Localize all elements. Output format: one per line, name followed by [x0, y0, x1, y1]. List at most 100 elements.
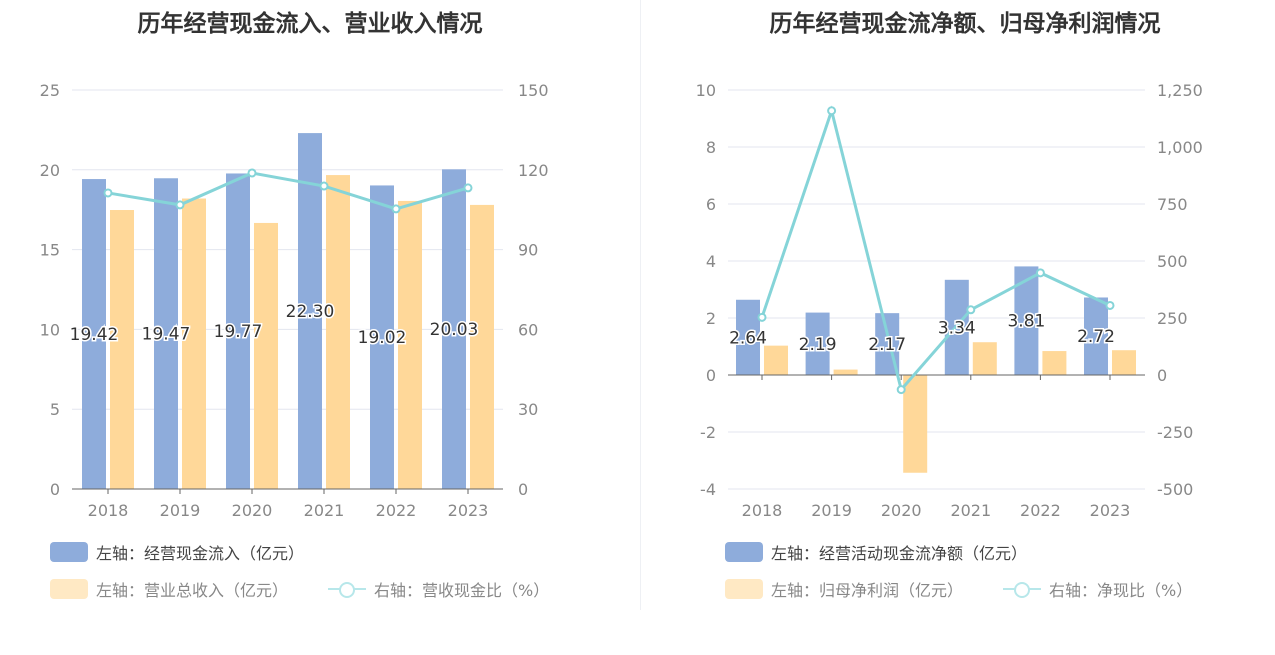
bar-series2 [254, 222, 278, 490]
left-axis-tick-label: 8 [706, 138, 716, 157]
bar-data-label: 19.77 [214, 322, 263, 342]
left-axis-tick-label: 5 [50, 400, 60, 419]
right-axis-tick-label: 1,000 [1157, 138, 1203, 157]
bar-series2 [326, 175, 350, 489]
chart-right-plot: -4 -500 -2 -250 0 0 2 250 4 500 6 750 8 1,000 10 1,250 2… [696, 81, 1203, 520]
line-point [319, 181, 329, 191]
bar-series1 [298, 133, 322, 490]
bar-data-label: 3.81 [1007, 312, 1045, 332]
bar-data-label: 19.42 [70, 325, 119, 345]
bar-series2 [833, 369, 858, 375]
line-series [760, 105, 1111, 393]
legend-item-bar2[interactable]: 左轴：营业总收入（亿元） [50, 577, 288, 601]
legend-line-icon [1003, 579, 1041, 599]
line-point [757, 312, 767, 322]
legend-item-bar2[interactable]: 左轴：归母净利润（亿元） [725, 577, 963, 601]
left-axis-tick-label: 0 [50, 480, 60, 499]
left-axis-tick-label: -2 [700, 423, 716, 442]
chart-left-plot: 0 0 5 30 10 60 15 90 20 120 25 150 2018 2019 2020 2021 2… [40, 81, 549, 520]
left-axis-tick-label: 25 [40, 81, 60, 100]
left-axis-tick-label: 15 [40, 241, 60, 260]
legend-label: 右轴：营收现金比（%） [374, 581, 550, 600]
left-axis-tick-label: 10 [696, 81, 716, 100]
bar-series1 [370, 185, 394, 489]
left-axis-tick-label: 0 [706, 366, 716, 385]
bar-data-label: 19.47 [142, 325, 191, 345]
bar-series2 [398, 200, 422, 489]
right-axis-tick-label: 0 [1157, 366, 1167, 385]
bar-series2 [1112, 350, 1136, 375]
x-axis-tick-label: 2023 [1090, 501, 1131, 520]
x-axis-tick-label: 2022 [376, 501, 417, 520]
line-point [1105, 300, 1115, 310]
bar-series1 [442, 169, 466, 489]
chart-title: 历年经营现金流入、营业收入情况 [137, 11, 483, 37]
legend-item-line[interactable]: 右轴：净现比（%） [1003, 577, 1192, 601]
right-axis-tick-label: 250 [1157, 309, 1188, 328]
bar-series1 [154, 178, 178, 490]
line-point [1035, 268, 1045, 278]
bar-data-label: 2.19 [799, 335, 837, 355]
bar-data-label: 19.02 [358, 328, 407, 348]
line-point [896, 385, 906, 395]
right-axis-tick-label: -250 [1157, 423, 1193, 442]
legend-item-bar1[interactable]: 左轴：经营活动现金流净额（亿元） [725, 540, 1027, 564]
left-axis-tick-label: 20 [40, 161, 60, 180]
chart-left-panel: 历年经营现金流入、营业收入情况 0 0 5 30 10 60 15 90 20 120 25 150 2… [40, 11, 550, 601]
bar-series2 [470, 204, 494, 490]
legend-swatch-icon [50, 579, 88, 599]
x-axis-tick-label: 2022 [1020, 501, 1061, 520]
line-point [103, 188, 113, 198]
x-axis-tick-label: 2023 [448, 501, 489, 520]
chart-title: 历年经营现金流净额、归母净利润情况 [769, 11, 1161, 37]
bar-data-label: 2.17 [868, 335, 906, 355]
right-axis-tick-label: 120 [518, 161, 549, 180]
line-point [827, 106, 837, 116]
x-axis-tick-label: 2019 [160, 501, 201, 520]
legend-label: 右轴：净现比（%） [1049, 581, 1193, 600]
legend-swatch-icon [50, 542, 88, 562]
right-axis-tick-label: -500 [1157, 480, 1193, 499]
right-axis-tick-label: 500 [1157, 252, 1188, 271]
legend-line-icon [328, 579, 366, 599]
left-axis-tick-label: -4 [700, 480, 716, 499]
bar-series1 [226, 173, 250, 489]
legend-label: 左轴：经营现金流入（亿元） [96, 544, 305, 563]
right-axis-tick-label: 750 [1157, 195, 1188, 214]
left-axis-tick-label: 6 [706, 195, 716, 214]
line-series [107, 171, 469, 211]
legend-label: 左轴：经营活动现金流净额（亿元） [771, 544, 1028, 563]
right-axis-tick-label: 150 [518, 81, 549, 100]
bar-series1 [875, 313, 900, 375]
bar-data-label: 22.30 [286, 302, 335, 322]
legend-item-bar1[interactable]: 左轴：经营现金流入（亿元） [50, 540, 304, 564]
left-axis-tick-label: 4 [706, 252, 716, 271]
x-axis-tick-label: 2018 [88, 501, 129, 520]
right-axis-tick-label: 0 [518, 480, 528, 499]
bar-data-label: 2.64 [729, 328, 767, 348]
x-axis-tick-label: 2020 [232, 501, 273, 520]
legend-swatch-icon [725, 542, 763, 562]
right-axis-tick-label: 60 [518, 320, 538, 339]
line-point [175, 200, 185, 210]
x-axis-tick-label: 2020 [881, 501, 922, 520]
bar-series2 [182, 198, 206, 489]
bar-data-label: 2.72 [1077, 327, 1115, 347]
x-axis-tick-label: 2021 [304, 501, 345, 520]
legend-item-line[interactable]: 右轴：营收现金比（%） [328, 577, 549, 601]
right-axis-tick-label: 1,250 [1157, 81, 1203, 100]
x-axis-tick-label: 2018 [742, 501, 783, 520]
bar-series2 [110, 210, 134, 489]
legend-label: 左轴：营业总收入（亿元） [96, 581, 289, 600]
bar-data-label: 3.34 [938, 318, 976, 338]
line-point [463, 183, 473, 193]
line-point [391, 204, 401, 214]
left-axis-tick-label: 10 [40, 320, 60, 339]
x-axis-tick-label: 2019 [811, 501, 852, 520]
bar-series1 [1084, 297, 1108, 375]
legend-swatch-icon [725, 579, 763, 599]
right-axis-tick-label: 30 [518, 400, 538, 419]
left-axis-tick-label: 2 [706, 309, 716, 328]
bar-series1 [736, 299, 760, 375]
